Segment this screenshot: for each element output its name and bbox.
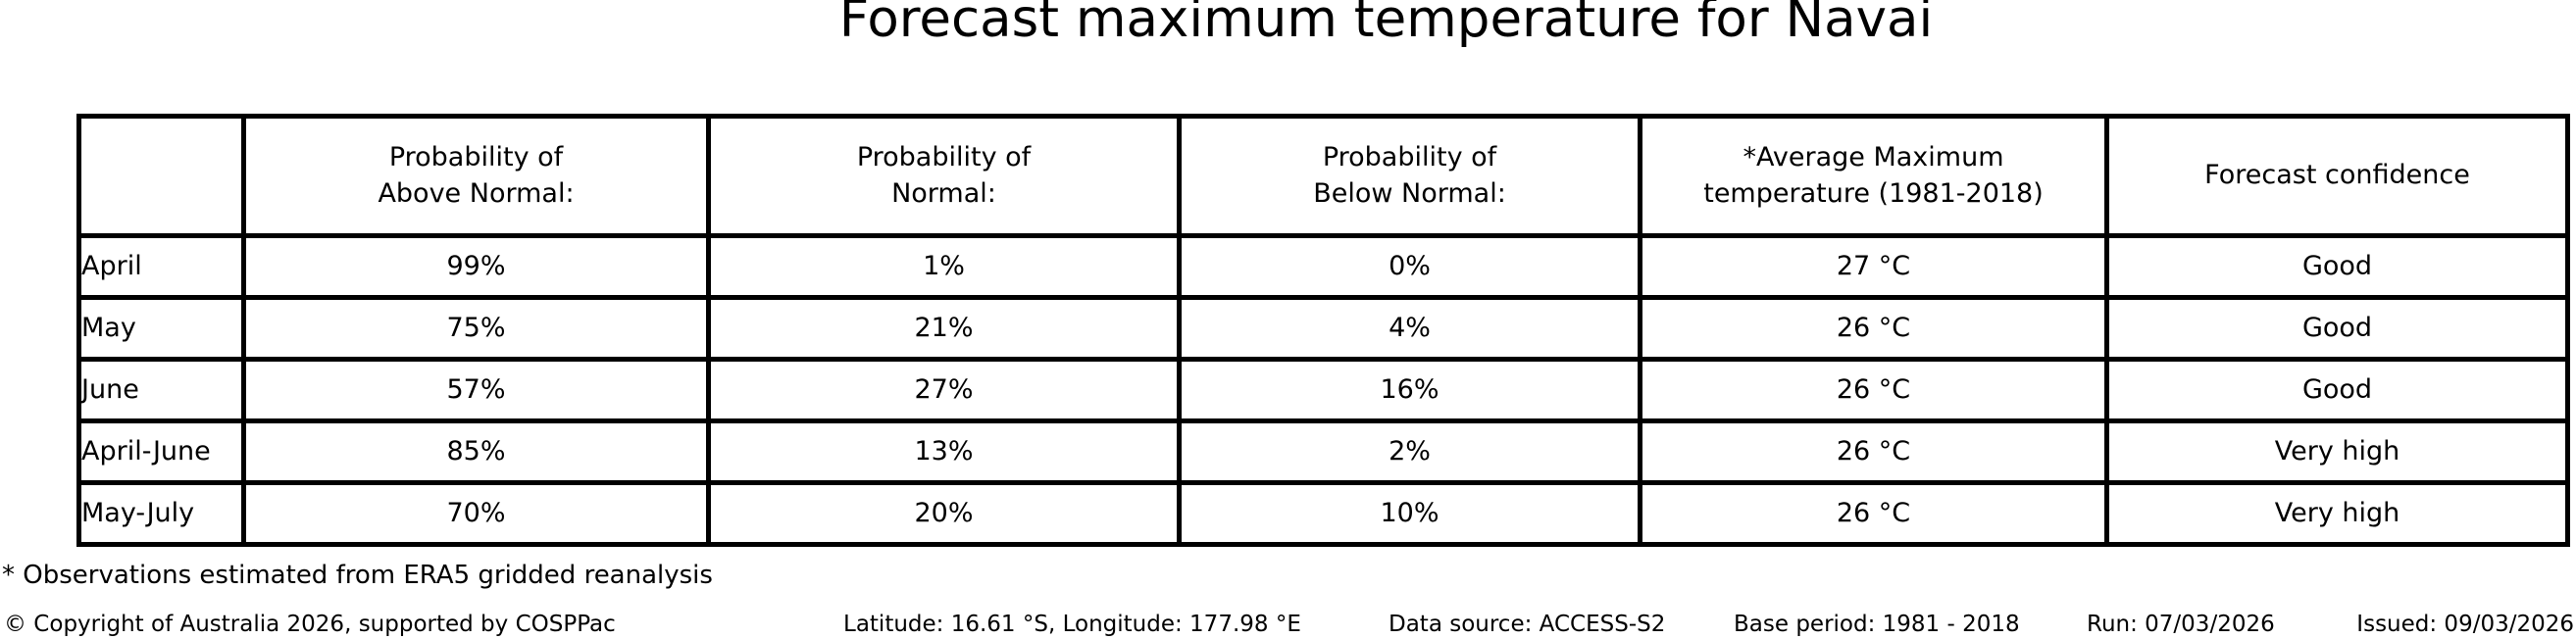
table-row-april: April 99% 1% 0% 27 °C Good [76,233,2570,300]
forecast-table: Probability of Above Normal: Probability… [76,114,2570,547]
table-row-may-july: May-July 70% 20% 10% 26 °C Very high [76,480,2570,547]
table-cell: Good [2104,295,2570,362]
table-cell: 26 °C [1638,295,2109,362]
table-cell: Good [2104,357,2570,423]
row-label: April [76,233,246,300]
table-cell: 70% [241,480,711,547]
page-title: Forecast maximum temperature for Navai [838,0,1934,49]
table-cell: Very high [2104,418,2570,485]
header-cell-forecast-confidence: Forecast confidence [2104,114,2570,238]
table-cell: 26 °C [1638,357,2109,423]
table-cell: 26 °C [1638,418,2109,485]
data-source-text: Data source: ACCESS-S2 [1389,612,1666,637]
table-cell: 27 °C [1638,233,2109,300]
table-cell: Good [2104,233,2570,300]
header-cell-below-normal: Probability of Below Normal: [1177,114,1642,238]
copyright-text: © Copyright of Australia 2026, supported… [4,612,616,637]
run-date-text: Run: 07/03/2026 [2087,612,2275,637]
base-period-text: Base period: 1981 - 2018 [1734,612,2020,637]
table-cell: 20% [706,480,1182,547]
lat-long-text: Latitude: 16.61 °S, Longitude: 177.98 °E [843,612,1301,637]
row-label: May-July [76,480,246,547]
table-row-may: May 75% 21% 4% 26 °C Good [76,295,2570,362]
header-cell-above-normal: Probability of Above Normal: [241,114,711,238]
table-cell: 2% [1177,418,1642,485]
table-cell: 75% [241,295,711,362]
table-cell: 13% [706,418,1182,485]
table-cell: 27% [706,357,1182,423]
table-cell: Very high [2104,480,2570,547]
header-cell-normal: Probability of Normal: [706,114,1182,238]
issued-date-text: Issued: 09/03/2026 [2356,612,2574,637]
corner-cell [76,114,246,238]
table-header-row: Probability of Above Normal: Probability… [76,114,2570,238]
observations-footnote: * Observations estimated from ERA5 gridd… [2,561,713,590]
table-cell: 57% [241,357,711,423]
table-cell: 0% [1177,233,1642,300]
table-cell: 10% [1177,480,1642,547]
table-cell: 21% [706,295,1182,362]
table-cell: 1% [706,233,1182,300]
table-row-june: June 57% 27% 16% 26 °C Good [76,357,2570,423]
table-cell: 16% [1177,357,1642,423]
header-cell-average-max-temp: *Average Maximum temperature (1981-2018) [1638,114,2109,238]
table-cell: 85% [241,418,711,485]
row-label: May [76,295,246,362]
table-cell: 26 °C [1638,480,2109,547]
row-label: April-June [76,418,246,485]
row-label: June [76,357,246,423]
table-row-april-june: April-June 85% 13% 2% 26 °C Very high [76,418,2570,485]
table-cell: 99% [241,233,711,300]
table-cell: 4% [1177,295,1642,362]
